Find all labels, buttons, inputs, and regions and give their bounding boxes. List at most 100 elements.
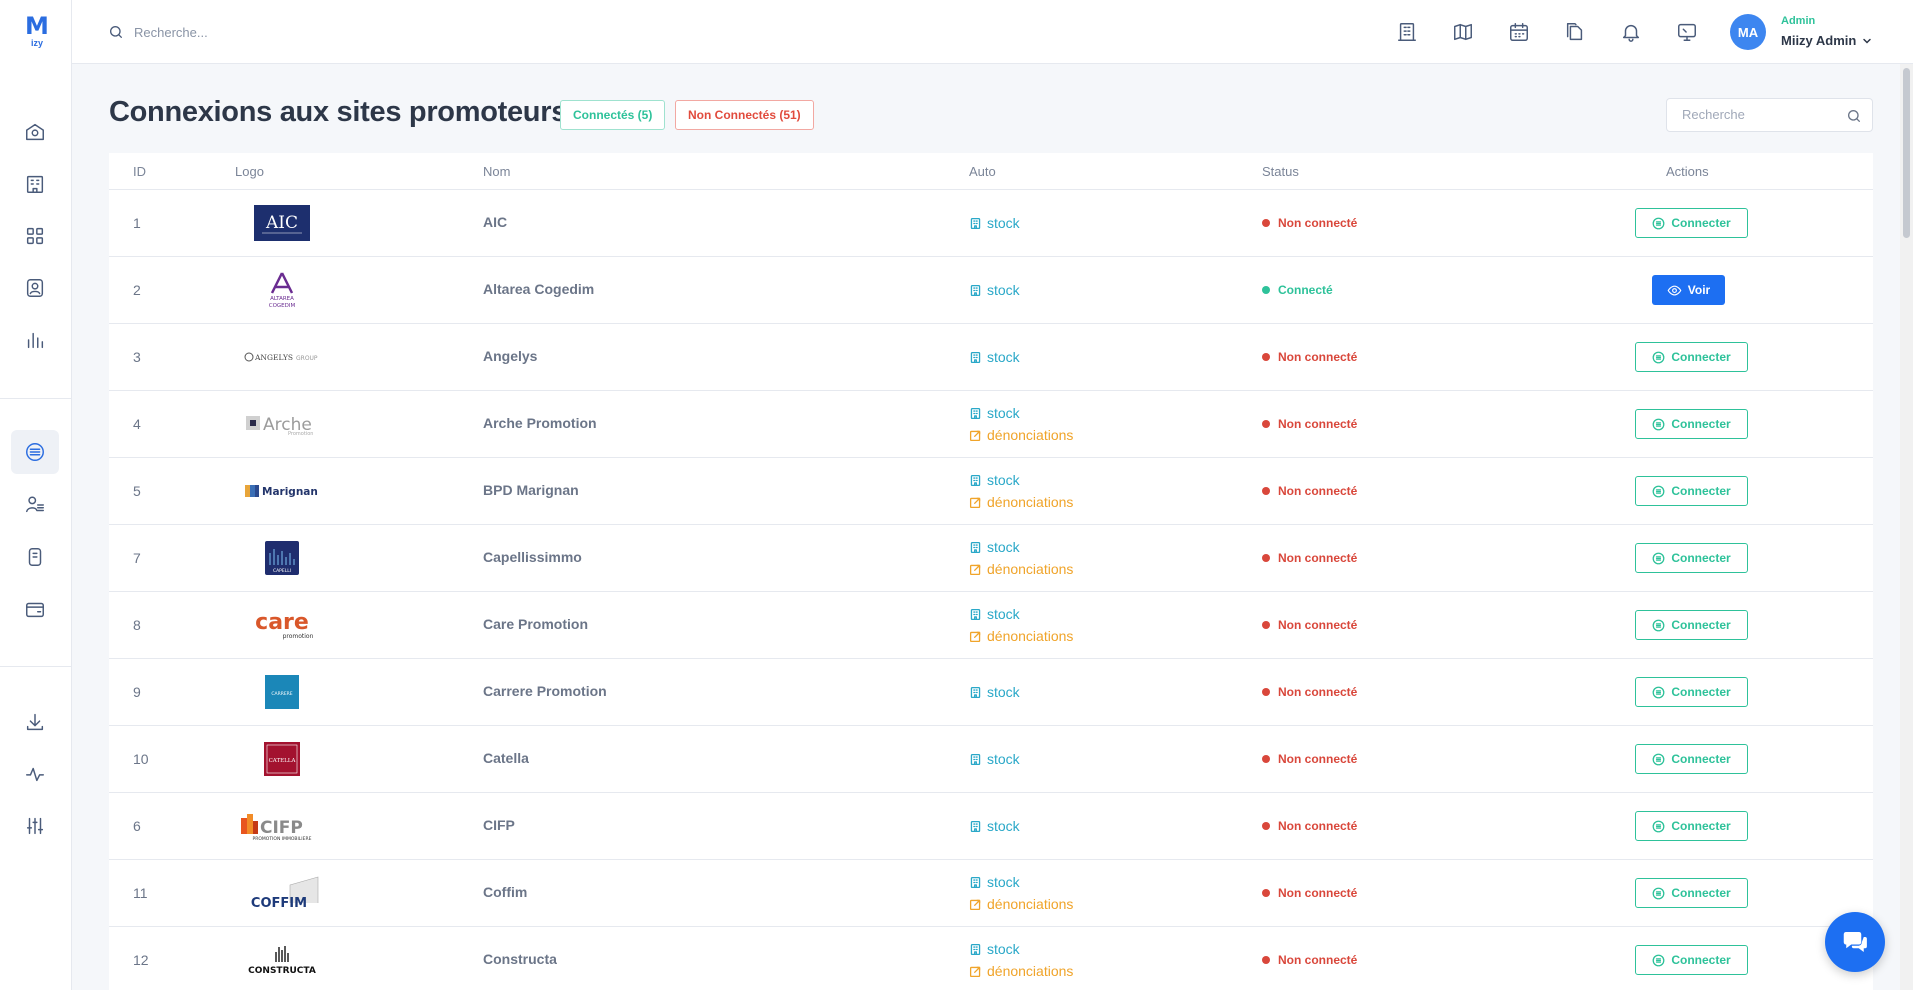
- avatar[interactable]: MA: [1730, 14, 1766, 50]
- svg-text:COGEDIM: COGEDIM: [269, 303, 296, 309]
- auto-stock-link[interactable]: stock: [969, 349, 1020, 366]
- status-dot: [1262, 688, 1270, 696]
- auto-denon-link[interactable]: dénonciations: [969, 963, 1073, 980]
- connect-label: Connecter: [1671, 417, 1731, 431]
- global-search-input[interactable]: [134, 18, 534, 46]
- bell-icon[interactable]: [1619, 20, 1643, 44]
- topbar: MA Admin Miizy Admin: [72, 0, 1913, 64]
- connect-icon: [1652, 552, 1665, 564]
- building-icon: [970, 686, 981, 699]
- auto-denon-link[interactable]: dénonciations: [969, 427, 1073, 444]
- auto-stock-link[interactable]: stock: [969, 215, 1020, 232]
- status-dot: [1262, 822, 1270, 830]
- connect-icon: [1652, 485, 1665, 497]
- auto-stock-link[interactable]: stock: [969, 606, 1073, 623]
- status-dot: [1262, 956, 1270, 964]
- chart-icon[interactable]: [11, 318, 59, 362]
- download-icon[interactable]: [11, 700, 59, 744]
- auto-stock-link[interactable]: stock: [969, 405, 1073, 422]
- user-list-icon[interactable]: [11, 483, 59, 527]
- promoter-name: AIC: [483, 214, 508, 230]
- connect-button[interactable]: Connecter: [1635, 543, 1748, 573]
- files-icon[interactable]: [1563, 20, 1587, 44]
- connect-icon: [1652, 820, 1665, 832]
- auto-links: stock: [969, 726, 1020, 793]
- auto-stock-link[interactable]: stock: [969, 539, 1073, 556]
- auto-denon-link[interactable]: dénonciations: [969, 896, 1073, 913]
- user-name[interactable]: Miizy Admin: [1781, 33, 1857, 48]
- connect-button[interactable]: Connecter: [1635, 811, 1748, 841]
- connect-button[interactable]: Connecter: [1635, 342, 1748, 372]
- table-row: 4 Arche Promotion Arche Promotion stock dénon…: [109, 391, 1873, 458]
- view-button[interactable]: Voir: [1652, 275, 1725, 305]
- auto-label: stock: [987, 215, 1020, 231]
- status-badge: Connecté: [1262, 283, 1333, 297]
- auto-stock-link[interactable]: stock: [969, 282, 1020, 299]
- auto-links: stock: [969, 793, 1020, 860]
- auto-stock-link[interactable]: stock: [969, 684, 1020, 701]
- page-scrollbar[interactable]: [1900, 64, 1913, 990]
- connect-button[interactable]: Connecter: [1635, 476, 1748, 506]
- connections-icon[interactable]: [11, 430, 59, 474]
- connect-label: Connecter: [1671, 551, 1731, 565]
- grid-icon[interactable]: [11, 214, 59, 258]
- auto-label: stock: [987, 751, 1020, 767]
- connect-label: Connecter: [1671, 819, 1731, 833]
- auto-denon-link[interactable]: dénonciations: [969, 561, 1073, 578]
- auto-label: dénonciations: [987, 561, 1074, 577]
- status-badge: Non connecté: [1262, 819, 1357, 833]
- filter-unconnected-button[interactable]: Non Connectés (51): [675, 100, 814, 130]
- chat-button[interactable]: [1825, 912, 1885, 972]
- connect-button[interactable]: Connecter: [1635, 878, 1748, 908]
- activity-icon[interactable]: [11, 752, 59, 796]
- building-icon[interactable]: [11, 162, 59, 206]
- connect-button[interactable]: Connecter: [1635, 610, 1748, 640]
- document-icon[interactable]: [11, 535, 59, 579]
- miizy-logo[interactable]: M izy: [25, 12, 49, 48]
- home-icon[interactable]: [11, 110, 59, 154]
- building-icon: [970, 284, 981, 297]
- promoter-name: Catella: [483, 750, 529, 766]
- filter-connected-button[interactable]: Connectés (5): [560, 100, 666, 130]
- status-label: Non connecté: [1278, 484, 1358, 498]
- connect-button[interactable]: Connecter: [1635, 208, 1748, 238]
- sliders-icon[interactable]: [11, 804, 59, 848]
- table-search-input[interactable]: [1682, 107, 1832, 122]
- chevron-down-icon[interactable]: [1861, 35, 1873, 47]
- promoter-logo: ALTAREA COGEDIM: [240, 270, 324, 310]
- connect-button[interactable]: Connecter: [1635, 677, 1748, 707]
- auto-denon-link[interactable]: dénonciations: [969, 628, 1073, 645]
- auto-denon-link[interactable]: dénonciations: [969, 494, 1073, 511]
- calendar-icon[interactable]: [1507, 20, 1531, 44]
- building-icon: [970, 474, 981, 487]
- promoter-logo: CARRERE: [240, 672, 324, 712]
- auto-stock-link[interactable]: stock: [969, 472, 1073, 489]
- promoter-name: Carrere Promotion: [483, 683, 607, 699]
- connect-button[interactable]: Connecter: [1635, 744, 1748, 774]
- promoter-logo: AIC: [240, 203, 324, 243]
- auto-stock-link[interactable]: stock: [969, 941, 1073, 958]
- connect-label: Connecter: [1671, 752, 1731, 766]
- contact-icon[interactable]: [11, 266, 59, 310]
- monitor-icon[interactable]: [1675, 20, 1699, 44]
- table-row: 6 CIFP PROMOTION IMMOBILIERE CIFP stock Non c…: [109, 793, 1873, 860]
- search-icon[interactable]: [1846, 108, 1862, 124]
- auto-stock-link[interactable]: stock: [969, 818, 1020, 835]
- header-name: Nom: [483, 164, 511, 179]
- scroll-thumb[interactable]: [1903, 68, 1910, 238]
- auto-stock-link[interactable]: stock: [969, 874, 1073, 891]
- connect-label: Connecter: [1671, 216, 1731, 230]
- promoter-logo: Arche Promotion: [240, 404, 324, 444]
- connect-button[interactable]: Connecter: [1635, 409, 1748, 439]
- connect-icon: [1652, 217, 1665, 229]
- table-row: 3 ANGELYS GROUP Angelys stock Non connecté Con…: [109, 324, 1873, 391]
- svg-text:ANGELYS: ANGELYS: [254, 353, 293, 362]
- connect-button[interactable]: Connecter: [1635, 945, 1748, 975]
- auto-stock-link[interactable]: stock: [969, 751, 1020, 768]
- map-icon[interactable]: [1451, 20, 1475, 44]
- auto-label: stock: [987, 282, 1020, 298]
- auto-links: stock dénonciations: [969, 458, 1073, 525]
- building-icon[interactable]: [1395, 20, 1419, 44]
- table-row: 7 CAPELLI Capellissimmo stock dénonciations N…: [109, 525, 1873, 592]
- wallet-icon[interactable]: [11, 587, 59, 631]
